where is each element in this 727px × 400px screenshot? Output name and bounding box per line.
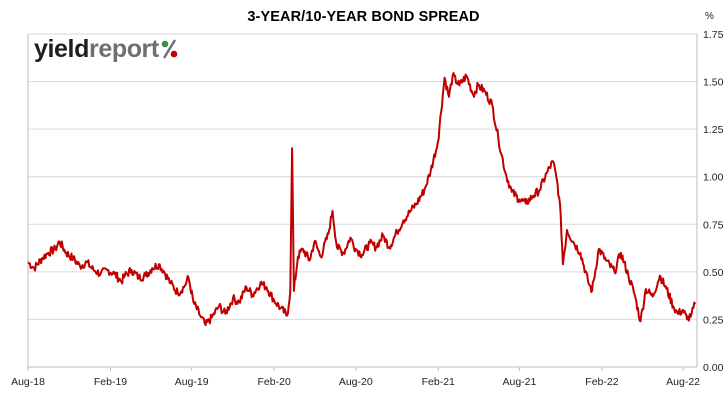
x-tick-label: Aug-21 bbox=[503, 376, 537, 388]
percent-logo-icon bbox=[161, 37, 178, 62]
y-tick-label: 1.25 bbox=[703, 124, 724, 136]
y-tick-label: 0.25 bbox=[703, 314, 724, 326]
y-axis-unit: % bbox=[705, 11, 714, 22]
y-tick-label: 0.50 bbox=[703, 267, 724, 279]
x-tick-label: Aug-19 bbox=[175, 376, 209, 388]
chart-title: 3-YEAR/10-YEAR BOND SPREAD bbox=[247, 9, 480, 25]
y-tick-label: 0.75 bbox=[703, 219, 724, 231]
y-tick-label: 1.50 bbox=[703, 77, 724, 89]
x-tick-label: Feb-19 bbox=[94, 376, 127, 388]
spread-series-line bbox=[27, 72, 697, 327]
y-tick-label: 1.00 bbox=[703, 172, 724, 184]
x-tick-label: Feb-20 bbox=[258, 376, 291, 388]
y-tick-label: 1.75 bbox=[703, 29, 724, 41]
x-tick-label: Aug-22 bbox=[666, 376, 700, 388]
logo-text-report: report bbox=[88, 35, 159, 63]
x-tick-label: Feb-22 bbox=[585, 376, 618, 388]
yieldreport-logo: yieldreport bbox=[34, 37, 178, 62]
y-tick-label: 0.00 bbox=[703, 362, 724, 374]
logo-text-yield: yield bbox=[34, 35, 89, 63]
x-tick-label: Aug-18 bbox=[11, 376, 45, 388]
x-tick-label: Aug-20 bbox=[339, 376, 373, 388]
x-tick-label: Feb-21 bbox=[422, 376, 455, 388]
